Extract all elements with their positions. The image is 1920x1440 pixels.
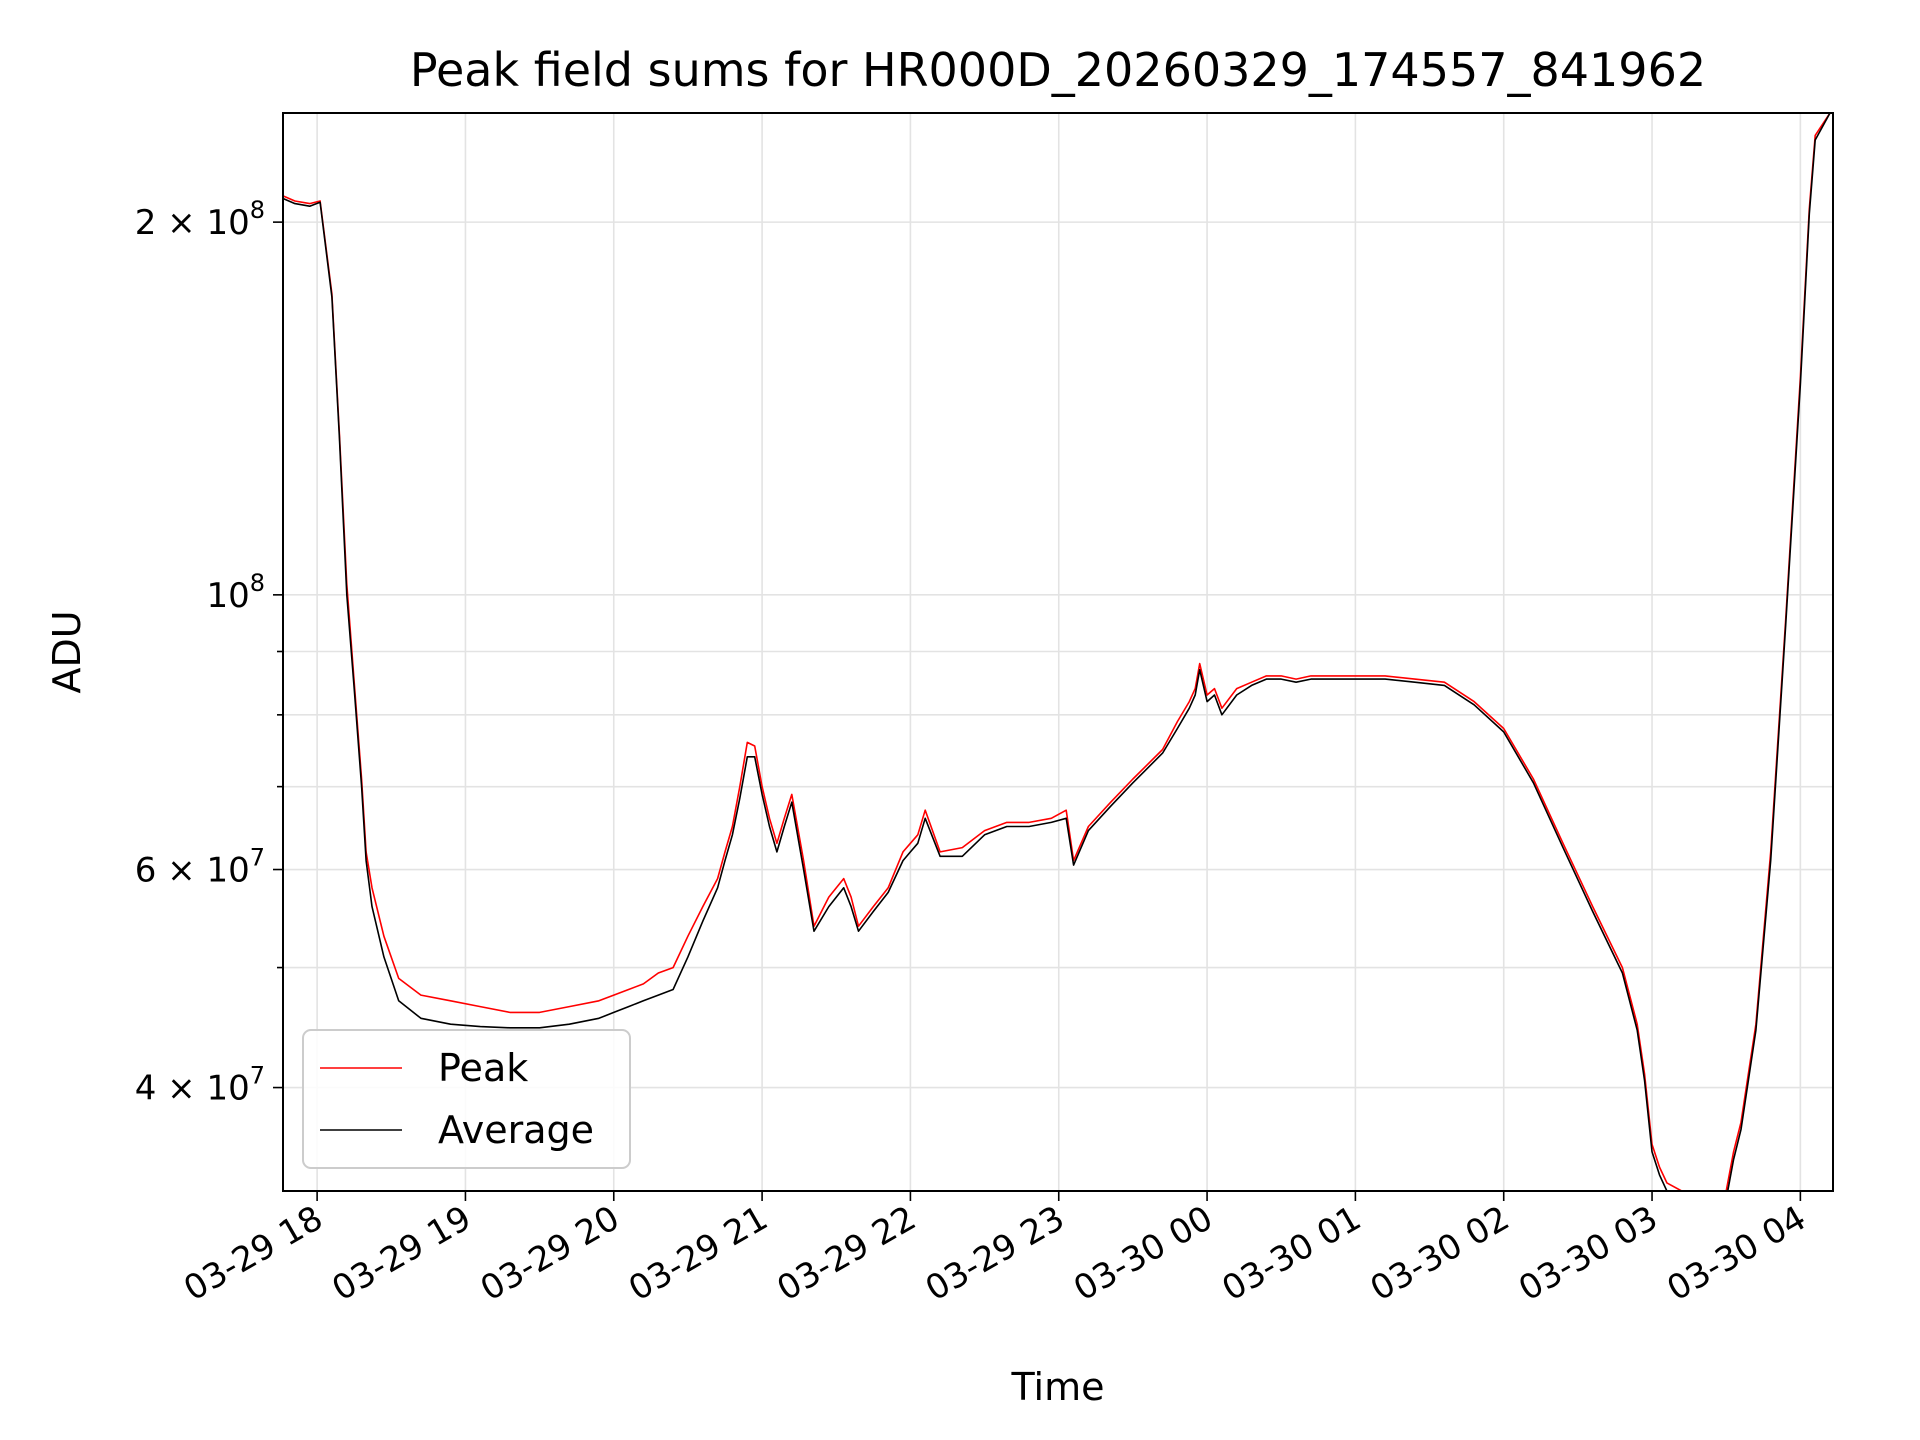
legend-box	[302, 1029, 631, 1169]
series-line-average	[283, 113, 1831, 1191]
chart-title: Peak field sums for HR000D_20260329_1745…	[410, 43, 1706, 97]
legend-peak-label: Peak	[438, 1046, 528, 1090]
legend: Peak Average	[302, 1029, 631, 1169]
y-tick-label: 6 × 107	[135, 844, 265, 891]
y-tick-label: 108	[206, 569, 265, 616]
legend-average-label: Average	[438, 1108, 594, 1152]
y-tick-label: 4 × 107	[135, 1062, 265, 1109]
series-layer	[283, 113, 1831, 1191]
grid-layer	[283, 113, 1833, 1191]
series-line-peak	[283, 113, 1831, 1191]
x-axis-label: Time	[1011, 1365, 1105, 1409]
y-tick-label: 2 × 108	[135, 196, 265, 243]
y-axis-label: ADU	[45, 610, 89, 693]
